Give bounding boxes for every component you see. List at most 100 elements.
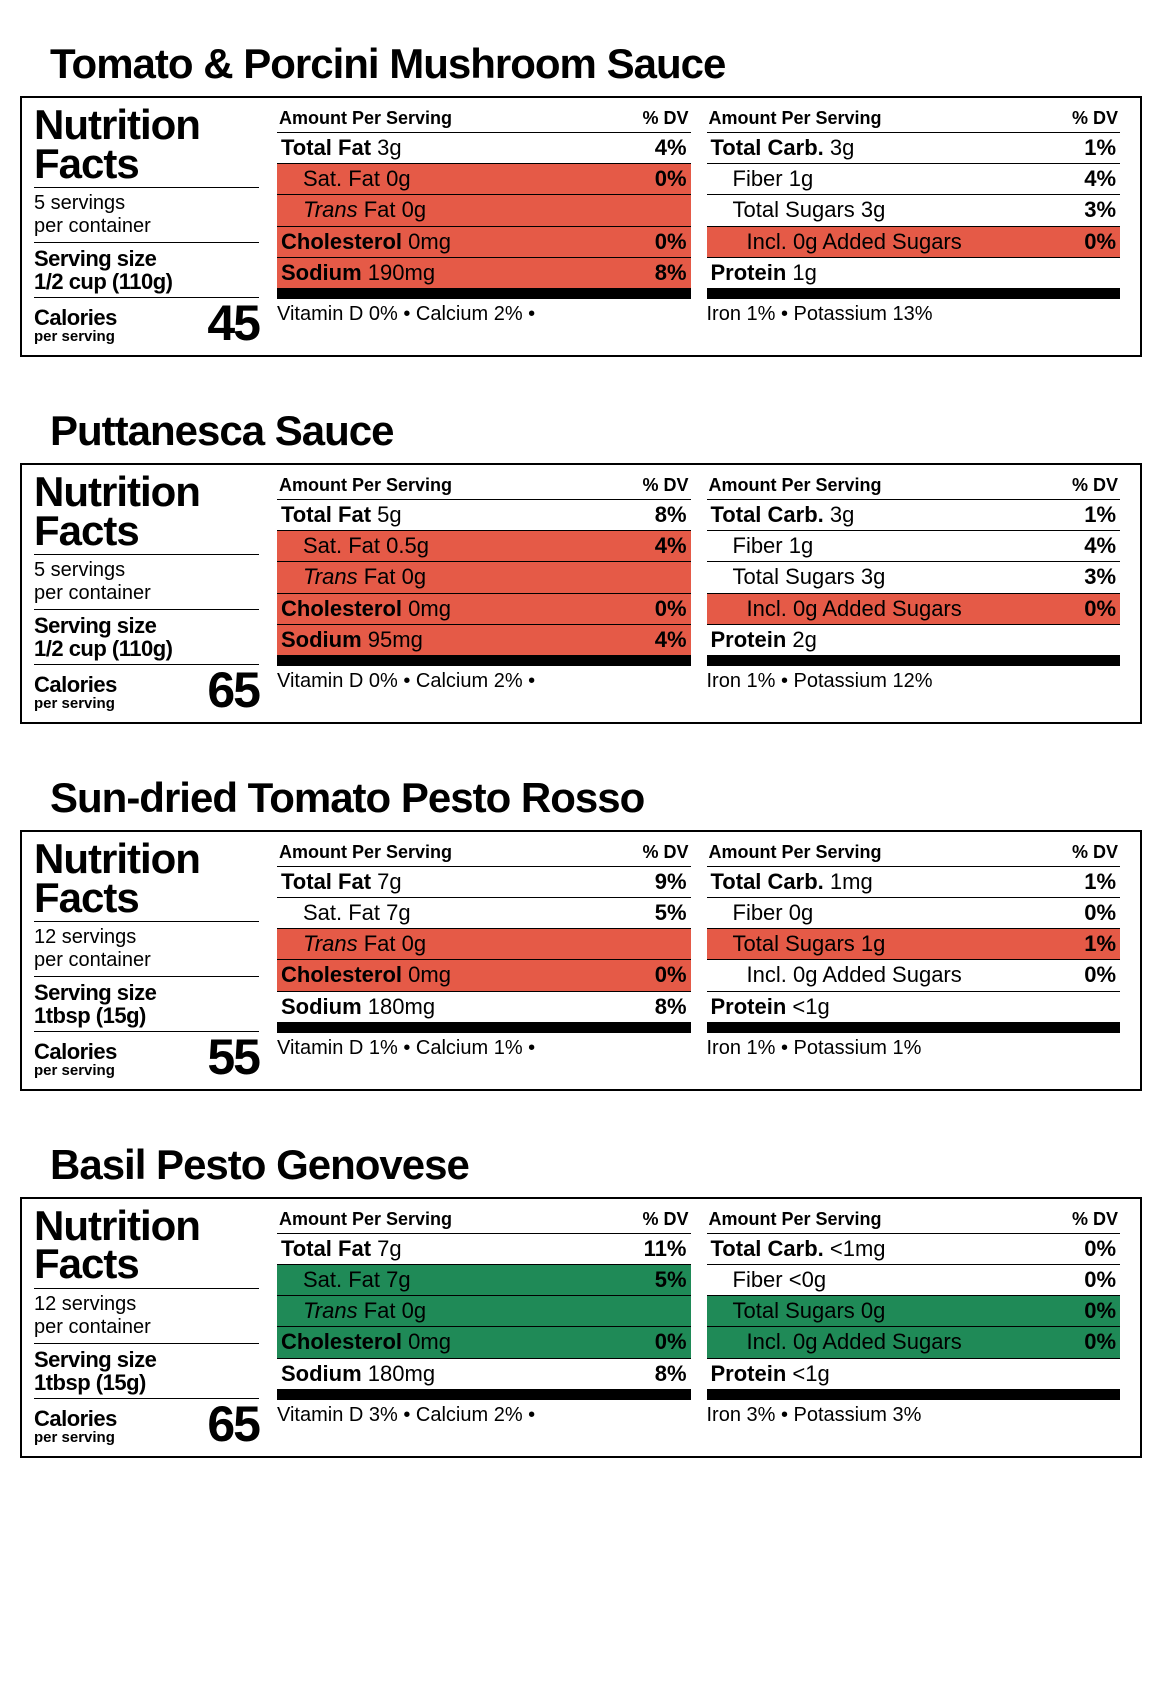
servings-text: 5 servingsper container [34, 192, 259, 238]
vitamins-footer: Iron 3% • Potassium 3% [707, 1400, 1121, 1427]
calories-value: 55 [207, 1036, 259, 1079]
nutrient-name: Sodium 190mg [281, 261, 435, 285]
nutrient-name: Total Fat 7g [281, 870, 402, 894]
nutrient-column-2: Amount Per Serving% DVTotal Carb. <1mg0%… [699, 1207, 1129, 1446]
servings-text: 12 servingsper container [34, 926, 259, 972]
nutrient-dv: 0% [655, 963, 687, 987]
nutrient-row: Total Sugars 1g 1% [707, 929, 1121, 960]
nutrient-name: Trans Fat 0g [281, 198, 426, 222]
column-header: Amount Per Serving% DV [277, 1207, 691, 1234]
nutrient-row: Sat. Fat 0.5g4% [277, 531, 691, 562]
nutrition-facts-heading: NutritionFacts [34, 1207, 259, 1284]
nutrient-row: Total Fat 7g11% [277, 1234, 691, 1265]
nutrient-name: Protein 1g [711, 261, 817, 285]
nutrient-dv: 1% [1084, 932, 1116, 956]
nutrient-row: Cholesterol 0mg0% [277, 1327, 691, 1358]
nutrient-column-2: Amount Per Serving% DVTotal Carb. 3g1%Fi… [699, 106, 1129, 345]
nutrient-dv: 0% [1084, 1299, 1116, 1323]
nutrition-facts-heading: NutritionFacts [34, 106, 259, 183]
nutrient-dv: 9% [655, 870, 687, 894]
product-block: Puttanesca Sauce NutritionFacts5 servings… [20, 407, 1142, 724]
nutrient-column-2: Amount Per Serving% DVTotal Carb. 1mg1%F… [699, 840, 1129, 1079]
calories-sublabel: per serving [34, 328, 117, 345]
calories-label: Calories [34, 308, 117, 328]
nutrient-row: Protein <1g [707, 1359, 1121, 1390]
nutrient-row: Protein 2g [707, 625, 1121, 656]
panel-left: NutritionFacts5 servingsper containerSer… [34, 106, 269, 345]
calories-sublabel: per serving [34, 695, 117, 712]
nutrient-dv: 0% [655, 1330, 687, 1354]
calories-row: Caloriesper serving55 [34, 1036, 259, 1079]
nutrient-row: Cholesterol 0mg0% [277, 227, 691, 258]
nutrient-row: Incl. 0g Added Sugars 0% [707, 227, 1121, 258]
nutrient-row: Sodium 190mg 8% [277, 258, 691, 289]
nutrition-facts-heading: NutritionFacts [34, 840, 259, 917]
vitamins-footer: Vitamin D 1% • Calcium 1% • [277, 1033, 691, 1060]
nutrition-facts-heading: NutritionFacts [34, 473, 259, 550]
nutrition-labels-container: Tomato & Porcini Mushroom Sauce Nutrition… [20, 40, 1142, 1458]
nutrient-name: Trans Fat 0g [281, 565, 426, 589]
nutrient-row: Cholesterol 0mg0% [277, 594, 691, 625]
nutrient-row: Total Carb. 3g1% [707, 500, 1121, 531]
nutrient-row: Protein <1g [707, 992, 1121, 1023]
nutrient-row: Fiber 0g0% [707, 898, 1121, 929]
nutrient-dv: 3% [1084, 565, 1116, 589]
nutrient-dv: 11% [644, 1237, 687, 1261]
nutrient-dv: 5% [655, 901, 687, 925]
nutrient-column-1: Amount Per Serving% DVTotal Fat 7g11%Sat… [269, 1207, 699, 1446]
panel-left: NutritionFacts 12 servingsper container Se… [34, 840, 269, 1079]
vitamins-footer: Vitamin D 3% • Calcium 2% • [277, 1400, 691, 1427]
nutrient-dv: 8% [655, 503, 687, 527]
nutrient-name: Sodium 180mg [281, 995, 435, 1019]
nutrient-name: Cholesterol 0mg [281, 597, 451, 621]
product-title: Tomato & Porcini Mushroom Sauce [50, 40, 1142, 88]
calories-value: 45 [207, 302, 259, 345]
nutrition-panel: NutritionFacts5 servingsper containerSer… [20, 463, 1142, 724]
nutrient-name: Sat. Fat 7g [281, 901, 411, 925]
nutrient-dv: 0% [1084, 1237, 1116, 1261]
vitamins-footer: Vitamin D 0% • Calcium 2% • [277, 299, 691, 326]
nutrient-name: Total Sugars 0g [711, 1299, 886, 1323]
nutrient-name: Cholesterol 0mg [281, 963, 451, 987]
nutrient-column-1: Amount Per Serving% DVTotal Fat 7g9%Sat.… [269, 840, 699, 1079]
nutrient-dv: 0% [1084, 1330, 1116, 1354]
column-header: Amount Per Serving% DV [277, 106, 691, 133]
nutrient-dv: 8% [655, 1362, 687, 1386]
nutrient-name: Total Carb. 1mg [711, 870, 873, 894]
nutrient-dv: 0% [1084, 230, 1116, 254]
calories-row: Caloriesper serving65 [34, 669, 259, 712]
nutrient-dv: 8% [655, 995, 687, 1019]
nutrient-row: Trans Fat 0g [277, 562, 691, 593]
column-header: Amount Per Serving% DV [707, 473, 1121, 500]
nutrient-row: Fiber 1g4% [707, 164, 1121, 195]
nutrient-row: Total Carb. <1mg0% [707, 1234, 1121, 1265]
nutrient-name: Protein <1g [711, 995, 830, 1019]
nutrient-name: Incl. 0g Added Sugars [711, 963, 962, 987]
nutrient-column-2: Amount Per Serving% DVTotal Carb. 3g1%Fi… [699, 473, 1129, 712]
nutrient-name: Sat. Fat 0g [281, 167, 411, 191]
nutrient-dv: 8% [655, 261, 687, 285]
nutrient-dv: 0% [1084, 963, 1116, 987]
nutrient-row: Total Sugars 3g3% [707, 195, 1121, 226]
panel-left: NutritionFacts5 servingsper containerSer… [34, 473, 269, 712]
product-title: Puttanesca Sauce [50, 407, 1142, 455]
nutrient-column-1: Amount Per Serving% DVTotal Fat 5g8%Sat.… [269, 473, 699, 712]
nutrient-row: Sodium 95mg4% [277, 625, 691, 656]
serving-size-text: Serving size1tbsp (15g) [34, 981, 259, 1027]
nutrient-dv: 1% [1084, 136, 1116, 160]
nutrient-name: Incl. 0g Added Sugars [711, 230, 962, 254]
nutrient-name: Fiber 1g [711, 167, 814, 191]
nutrient-dv: 5% [655, 1268, 687, 1292]
nutrient-row: Fiber <0g0% [707, 1265, 1121, 1296]
serving-size-text: Serving size1/2 cup (110g) [34, 614, 259, 660]
nutrient-name: Trans Fat 0g [281, 1299, 426, 1323]
product-block: Tomato & Porcini Mushroom Sauce Nutrition… [20, 40, 1142, 357]
nutrient-dv: 4% [655, 136, 687, 160]
nutrient-name: Sat. Fat 0.5g [281, 534, 429, 558]
nutrient-row: Incl. 0g Added Sugars 0% [707, 960, 1121, 991]
nutrient-column-1: Amount Per Serving% DVTotal Fat 3g4%Sat.… [269, 106, 699, 345]
nutrient-name: Fiber 0g [711, 901, 814, 925]
nutrient-row: Cholesterol 0mg 0% [277, 960, 691, 991]
nutrient-dv: 4% [655, 628, 687, 652]
nutrient-name: Total Sugars 1g [711, 932, 886, 956]
